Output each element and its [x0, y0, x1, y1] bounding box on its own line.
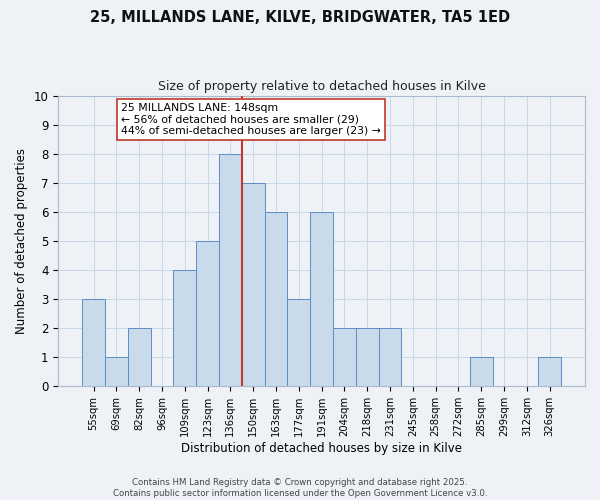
Bar: [82, 299, 105, 386]
Bar: [538, 358, 561, 386]
Bar: [105, 358, 128, 386]
Bar: [173, 270, 196, 386]
Text: 25 MILLANDS LANE: 148sqm
← 56% of detached houses are smaller (29)
44% of semi-d: 25 MILLANDS LANE: 148sqm ← 56% of detach…: [121, 103, 381, 136]
Text: 25, MILLANDS LANE, KILVE, BRIDGWATER, TA5 1ED: 25, MILLANDS LANE, KILVE, BRIDGWATER, TA…: [90, 10, 510, 25]
Bar: [265, 212, 287, 386]
Bar: [219, 154, 242, 386]
Bar: [196, 241, 219, 386]
X-axis label: Distribution of detached houses by size in Kilve: Distribution of detached houses by size …: [181, 442, 462, 455]
Title: Size of property relative to detached houses in Kilve: Size of property relative to detached ho…: [158, 80, 485, 93]
Bar: [356, 328, 379, 386]
Bar: [128, 328, 151, 386]
Bar: [310, 212, 333, 386]
Bar: [242, 183, 265, 386]
Text: Contains HM Land Registry data © Crown copyright and database right 2025.
Contai: Contains HM Land Registry data © Crown c…: [113, 478, 487, 498]
Bar: [333, 328, 356, 386]
Bar: [287, 299, 310, 386]
Y-axis label: Number of detached properties: Number of detached properties: [15, 148, 28, 334]
Bar: [470, 358, 493, 386]
Bar: [379, 328, 401, 386]
